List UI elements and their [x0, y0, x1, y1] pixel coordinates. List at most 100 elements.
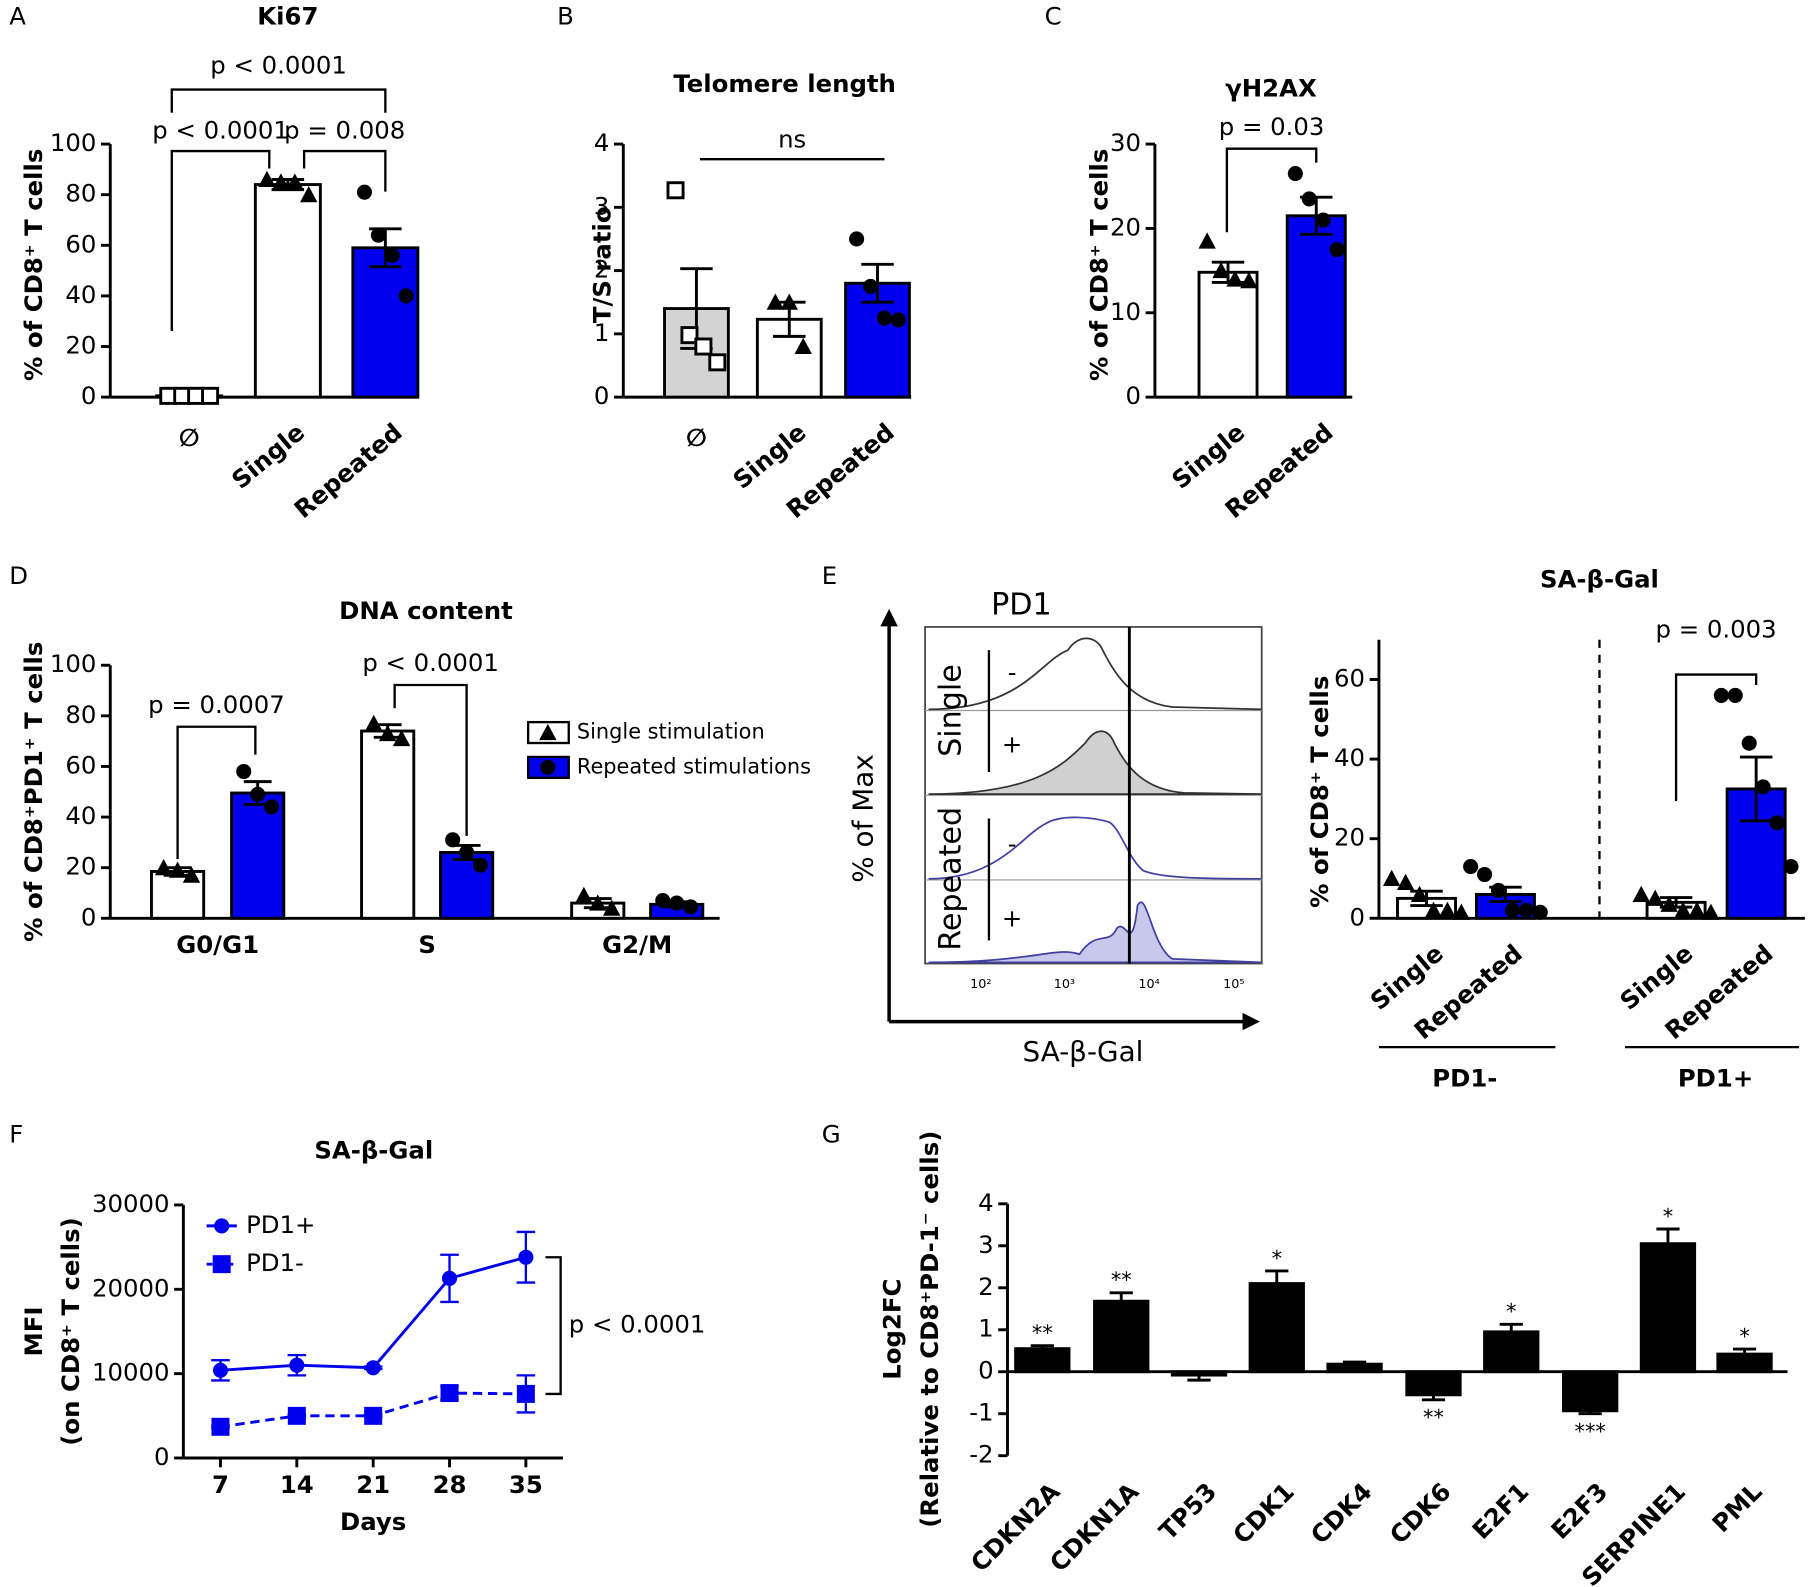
- sign: -: [1008, 829, 1017, 858]
- legend-label: Single stimulation: [577, 720, 765, 744]
- annotation: p = 0.0007: [148, 690, 285, 719]
- row-label: Repeated: [933, 807, 968, 951]
- point: [370, 227, 386, 243]
- point: [1490, 882, 1507, 898]
- y-tick-label: 2: [594, 255, 610, 284]
- point: [708, 353, 727, 372]
- point: [540, 759, 556, 775]
- bar: [1562, 1370, 1619, 1413]
- point: [1315, 212, 1331, 228]
- bracket: [302, 149, 387, 192]
- point: [250, 786, 266, 802]
- point: [1646, 889, 1664, 906]
- point: [211, 1417, 230, 1436]
- y-tick-label: 40: [65, 801, 96, 830]
- sign: -: [1008, 657, 1017, 686]
- point: [258, 170, 276, 188]
- point: [694, 337, 713, 356]
- point: [264, 799, 280, 815]
- legend-label: PD1+: [246, 1210, 315, 1239]
- y-axis-label: (on CD8⁺ T cells): [56, 1217, 85, 1445]
- histogram: [928, 730, 1262, 795]
- bar: [360, 729, 416, 920]
- y-tick-label: 10: [1110, 297, 1141, 326]
- point: [1688, 901, 1706, 918]
- point: [1727, 687, 1743, 703]
- x-tick-label: 10⁵: [1223, 977, 1244, 992]
- point: [655, 893, 671, 909]
- point: [849, 231, 865, 247]
- annotation: p < 0.0001: [152, 115, 289, 144]
- x-tick-label: G0/G1: [176, 930, 259, 959]
- x-axis-label: SA-β-Gal: [1023, 1035, 1144, 1068]
- error-bar: [1421, 1394, 1446, 1402]
- point: [286, 173, 304, 190]
- y-tick-label: 0: [81, 381, 97, 410]
- error-bar: [1499, 1322, 1523, 1332]
- point: [1755, 779, 1771, 795]
- y-tick-label: 80: [65, 700, 96, 729]
- x-tick-label: TP53: [1153, 1477, 1222, 1546]
- point: [214, 1218, 230, 1234]
- legend-label: PD1-: [246, 1248, 304, 1277]
- y-tick-label: 20000: [92, 1273, 170, 1302]
- bar: [1716, 1352, 1773, 1374]
- point: [1287, 166, 1303, 182]
- bar: [351, 246, 420, 399]
- annotation: *: [1739, 1324, 1749, 1348]
- bracket: [1674, 673, 1758, 802]
- y-tick-label: -1: [969, 1398, 993, 1427]
- point: [780, 293, 798, 310]
- point: [876, 310, 893, 326]
- y-axis-label: % of Max: [847, 754, 880, 883]
- panel-label: D: [9, 561, 28, 590]
- point: [201, 386, 220, 405]
- bar: [1197, 270, 1259, 399]
- point: [1660, 895, 1678, 912]
- error-bar: [1342, 1360, 1367, 1365]
- x-tick-label: E2F1: [1466, 1477, 1534, 1545]
- annotation: ns: [778, 125, 806, 154]
- point: [1504, 902, 1520, 918]
- y-tick-label: 4: [594, 128, 610, 157]
- bar: [253, 183, 322, 399]
- point: [168, 861, 187, 878]
- x-tick-label: ∅: [179, 423, 200, 452]
- panel-label: B: [557, 2, 574, 31]
- bar: [1014, 1347, 1071, 1374]
- annotation: *: [1272, 1246, 1282, 1270]
- y-tick-label: 30: [1110, 128, 1141, 157]
- error-bar: [1030, 1344, 1054, 1349]
- chart-title: SA-β-Gal: [1540, 565, 1659, 594]
- point: [154, 858, 173, 876]
- y-tick-label: 3: [978, 1230, 993, 1259]
- bracket: [170, 149, 271, 331]
- panel-label: F: [9, 1119, 23, 1148]
- sign: +: [1002, 903, 1022, 932]
- histogram: [928, 901, 1262, 964]
- point: [445, 832, 461, 848]
- bar: [1483, 1330, 1540, 1374]
- flow-panel: PD1 Single Repeated - + - + 10² 10³ 10⁴ …: [847, 588, 1263, 1068]
- y-tick-label: 0: [81, 902, 97, 931]
- point: [378, 724, 397, 742]
- point: [1632, 885, 1650, 902]
- point: [398, 288, 414, 304]
- y-tick-label: 60: [65, 229, 96, 258]
- x-axis-label: Days: [340, 1507, 406, 1536]
- annotation: *: [1506, 1300, 1516, 1324]
- point: [766, 293, 785, 310]
- y-tick-label: 3: [594, 191, 610, 220]
- point: [683, 899, 699, 915]
- annotation: p = 0.008: [284, 115, 405, 144]
- point: [441, 1270, 458, 1286]
- bracket: [1225, 147, 1318, 233]
- row-label: Single: [933, 664, 968, 757]
- annotation: **: [1032, 1321, 1053, 1345]
- y-tick-label: 2: [978, 1272, 993, 1301]
- panel-label: C: [1045, 2, 1062, 31]
- y-tick-label: 4: [978, 1188, 993, 1217]
- chart-title: SA-β-Gal: [314, 1136, 433, 1165]
- point: [1382, 869, 1401, 887]
- point: [212, 1255, 231, 1274]
